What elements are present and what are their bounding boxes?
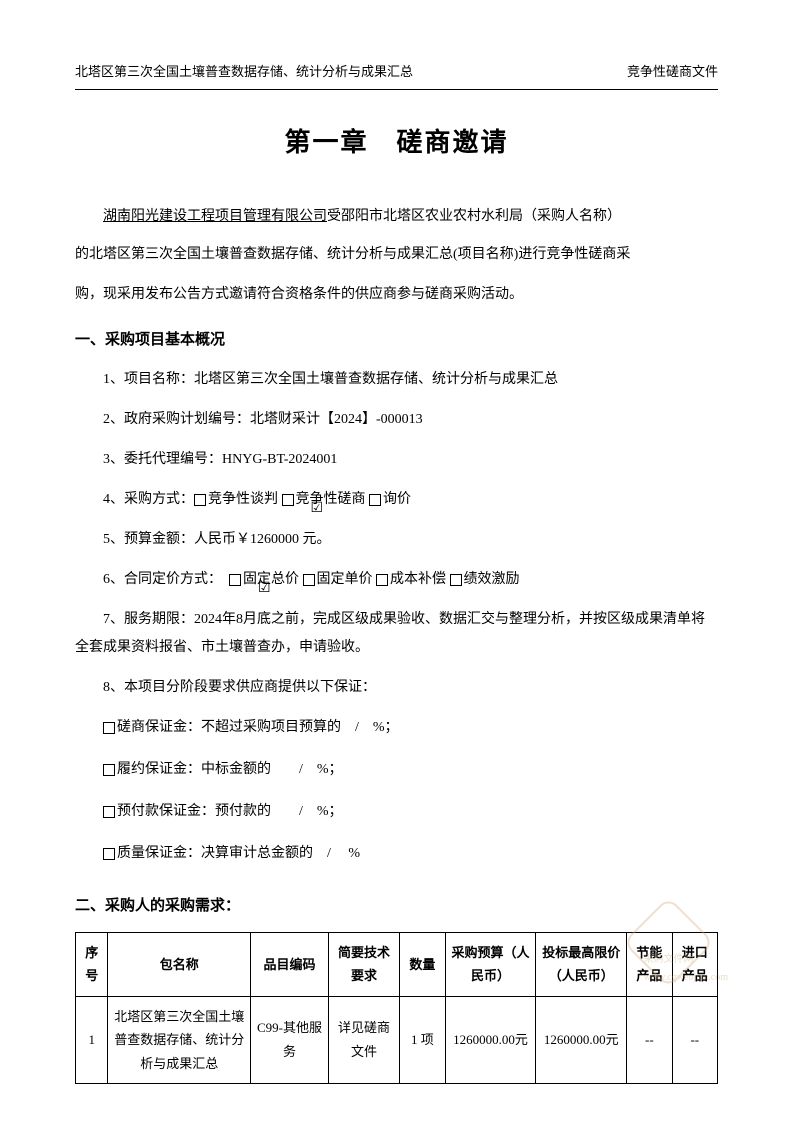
td-budget: 1260000.00元 xyxy=(445,996,536,1083)
sub-prepayment-bond: 预付款保证金：预付款的 / %； xyxy=(75,798,718,826)
td-eco: -- xyxy=(627,996,672,1083)
opt-consultation: 竞争性磋商 xyxy=(296,492,366,507)
opt-fixed-total: 固定总价 xyxy=(243,572,299,587)
procurement-table: 序号 包名称 品目编码 简要技术要求 数量 采购预算（人民币） 投标最高限价（人… xyxy=(75,932,718,1084)
opt-fixed-unit: 固定单价 xyxy=(317,572,373,587)
th-import: 进口产品 xyxy=(672,932,717,996)
company-name: 湖南阳光建设工程项目管理有限公司 xyxy=(103,209,327,224)
sub-performance-bond: 履约保证金：中标金额的 / %； xyxy=(75,756,718,784)
item-procurement-method: 4、采购方式： 竞争性谈判 ☑竞争性磋商 询价 xyxy=(75,486,718,514)
table-header-row: 序号 包名称 品目编码 简要技术要求 数量 采购预算（人民币） 投标最高限价（人… xyxy=(76,932,718,996)
checkbox-performance xyxy=(450,574,462,586)
td-max: 1260000.00元 xyxy=(536,996,627,1083)
td-tech: 详见磋商文件 xyxy=(328,996,399,1083)
project-name: 北塔区第三次全国土壤普查数据存储、统计分析与成果汇总 xyxy=(89,247,453,262)
sub-bid-bond: 磋商保证金：不超过采购项目预算的 / %； xyxy=(75,714,718,742)
opt-cost-compensation: 成本补偿 xyxy=(390,572,446,587)
th-budget: 采购预算（人民币） xyxy=(445,932,536,996)
checkbox-fixed-total: ☑ xyxy=(229,574,241,586)
header-right: 竞争性磋商文件 xyxy=(627,60,718,83)
item-plan-number: 2、政府采购计划编号：北塔财采计【2024】-000013 xyxy=(75,406,718,434)
section2-heading: 二、采购人的采购需求： xyxy=(75,893,718,920)
intro-prefix: 的 xyxy=(75,247,89,262)
item4-prefix: 4、采购方式： xyxy=(103,492,194,507)
item6-prefix: 6、合同定价方式： xyxy=(103,572,215,587)
sub4-text: 质量保证金：决算审计总金额的 / % xyxy=(117,846,360,861)
th-tech: 简要技术要求 xyxy=(328,932,399,996)
sub-quality-bond: 质量保证金：决算审计总金额的 / % xyxy=(75,840,718,868)
opt-inquiry: 询价 xyxy=(383,492,411,507)
intro-line1: 湖南阳光建设工程项目管理有限公司受邵阳市北塔区农业农村水利局（采购人名称） xyxy=(75,202,718,233)
header-left: 北塔区第三次全国土壤普查数据存储、统计分析与成果汇总 xyxy=(75,60,413,83)
checkbox-cost-compensation xyxy=(376,574,388,586)
chapter-title: 第一章 磋商邀请 xyxy=(75,120,718,167)
intro-line2: 的北塔区第三次全国土壤普查数据存储、统计分析与成果汇总(项目名称)进行竞争性磋商… xyxy=(75,241,718,269)
sub2-text: 履约保证金：中标金额的 / %； xyxy=(117,762,343,777)
opt-performance: 绩效激励 xyxy=(464,572,520,587)
checkbox-performance-bond xyxy=(103,764,115,776)
checkbox-prepayment-bond xyxy=(103,806,115,818)
item-budget: 5、预算金额：人民币￥1260000 元。 xyxy=(75,526,718,554)
section1-heading: 一、采购项目基本概况 xyxy=(75,327,718,354)
page-header: 北塔区第三次全国土壤普查数据存储、统计分析与成果汇总 竞争性磋商文件 xyxy=(75,60,718,90)
checkbox-inquiry xyxy=(369,494,381,506)
td-code: C99-其他服务 xyxy=(251,996,329,1083)
th-max: 投标最高限价（人民币） xyxy=(536,932,627,996)
th-seq: 序号 xyxy=(76,932,108,996)
intro-line3: 购，现采用发布公告方式邀请符合资格条件的供应商参与磋商采购活动。 xyxy=(75,281,718,309)
item-service-period: 7、服务期限：2024年8月底之前，完成区级成果验收、数据汇交与整理分析，并按区… xyxy=(75,606,718,662)
th-eco: 节能产品 xyxy=(627,932,672,996)
td-seq: 1 xyxy=(76,996,108,1083)
checkbox-negotiation xyxy=(194,494,206,506)
item-project-name: 1、项目名称：北塔区第三次全国土壤普查数据存储、统计分析与成果汇总 xyxy=(75,366,718,394)
item-pricing-method: 6、合同定价方式： ☑固定总价 固定单价 成本补偿 绩效激励 xyxy=(75,566,718,594)
td-qty: 1 项 xyxy=(400,996,445,1083)
table-row: 1 北塔区第三次全国土壤普查数据存储、统计分析与成果汇总 C99-其他服务 详见… xyxy=(76,996,718,1083)
checkbox-bid-bond xyxy=(103,722,115,734)
sub1-text: 磋商保证金：不超过采购项目预算的 / %； xyxy=(117,720,399,735)
th-name: 包名称 xyxy=(108,932,251,996)
opt-negotiation: 竞争性谈判 xyxy=(208,492,278,507)
td-name: 北塔区第三次全国土壤普查数据存储、统计分析与成果汇总 xyxy=(108,996,251,1083)
intro-suffix: (项目名称)进行竞争性磋商采 xyxy=(453,247,630,262)
checkbox-fixed-unit xyxy=(303,574,315,586)
th-code: 品目编码 xyxy=(251,932,329,996)
item-guarantees: 8、本项目分阶段要求供应商提供以下保证： xyxy=(75,674,718,702)
checkbox-consultation: ☑ xyxy=(282,494,294,506)
td-import: -- xyxy=(672,996,717,1083)
sub3-text: 预付款保证金：预付款的 / %； xyxy=(117,804,343,819)
checkbox-quality-bond xyxy=(103,848,115,860)
item-agent-number: 3、委托代理编号：HNYG-BT-2024001 xyxy=(75,446,718,474)
th-qty: 数量 xyxy=(400,932,445,996)
intro-text: 受邵阳市北塔区农业农村水利局（采购人名称） xyxy=(327,209,621,224)
